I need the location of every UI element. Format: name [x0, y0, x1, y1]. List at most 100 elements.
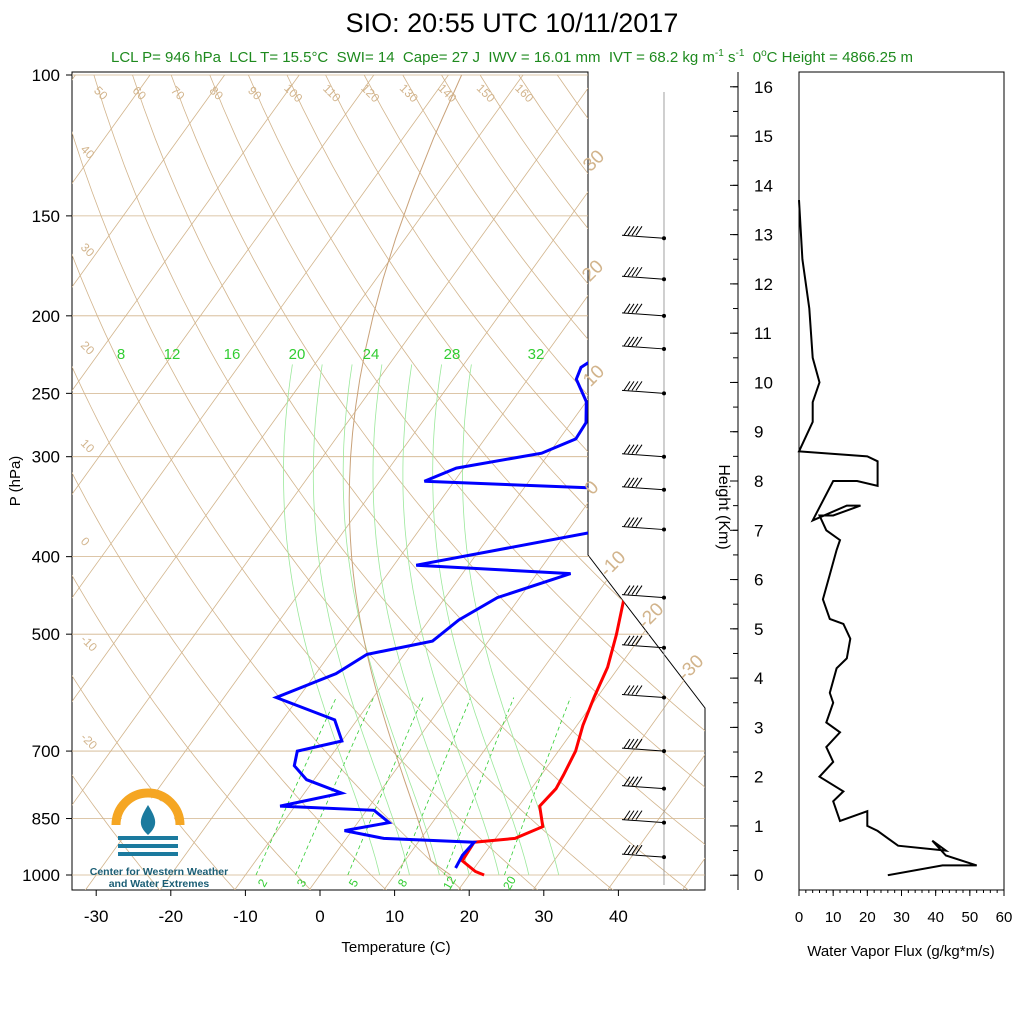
wind-barb-flag	[635, 810, 643, 820]
dry-adiabat	[170, 74, 705, 890]
wind-barb-flag	[635, 776, 643, 786]
wind-barb-flag	[635, 685, 643, 695]
y-tick-label: 850	[32, 810, 60, 829]
wind-barb-flag	[627, 517, 635, 527]
height-tick-label: 7	[754, 521, 763, 540]
dry-adiabat	[72, 74, 465, 890]
dry-adiabat	[325, 74, 705, 890]
wind-barb	[621, 234, 665, 239]
wind-barb-flag	[635, 844, 643, 855]
isotherm-line	[72, 74, 524, 890]
wind-barb-flag	[635, 635, 643, 646]
x-tick-label: 10	[385, 907, 404, 926]
moist-adiabat	[402, 364, 500, 876]
dry-adiabat	[72, 74, 540, 890]
isotherm-line	[531, 74, 705, 890]
wind-barb-flag	[635, 266, 643, 277]
isotherm-line	[72, 74, 300, 890]
height-tick-label: 12	[754, 275, 773, 294]
wind-barb	[621, 644, 665, 649]
height-tick-label: 2	[754, 768, 763, 787]
dry-adiabat	[595, 74, 705, 890]
height-tick-label: 10	[754, 373, 773, 392]
wind-barb-flag	[635, 738, 643, 749]
wind-barb-flag	[627, 635, 635, 646]
wvf-x-tick-label: 50	[961, 909, 978, 926]
wind-barb-flag	[623, 226, 631, 236]
height-tick-label: 5	[754, 620, 763, 639]
wind-barb-flag	[627, 738, 635, 749]
dry-adiabat-label: 60	[130, 83, 150, 103]
wind-barb-flag	[623, 517, 631, 527]
moist-adiabat	[283, 364, 381, 876]
height-tick-label: 11	[754, 324, 772, 343]
wind-barb-flag	[631, 303, 639, 314]
dry-adiabat-label: 140	[435, 81, 459, 105]
dry-adiabat-label: 70	[168, 83, 188, 103]
wind-barb-flag	[623, 810, 631, 820]
logo-text: Center for Western Weather and Water Ext…	[89, 866, 229, 890]
wind-barb	[621, 747, 665, 752]
y-tick-label: 150	[32, 207, 60, 226]
isotherm-line	[72, 74, 225, 890]
wvf-line	[797, 200, 978, 877]
wind-barb-flag	[635, 585, 643, 595]
wind-barb-flag	[623, 844, 631, 855]
wind-barb-flag	[631, 810, 639, 820]
y-tick-label: 250	[32, 384, 60, 403]
isotherm-line	[72, 74, 375, 890]
wind-barb	[621, 453, 665, 458]
mixing-ratio-line	[295, 697, 374, 876]
height-tick-label: 0	[754, 866, 763, 885]
wvf-frame	[798, 71, 1005, 891]
y-tick-label: 200	[32, 307, 60, 326]
isotherm-line	[232, 74, 705, 890]
mixing-ratio-label: 2	[255, 876, 271, 889]
mixing-ratio-label: 8	[395, 876, 411, 889]
isotherm-right-label: -20	[634, 599, 668, 633]
wind-barb-flag	[623, 381, 631, 391]
height-tick-label: 6	[754, 571, 763, 590]
wind-barb-flag	[627, 381, 635, 391]
wind-barb-flag	[631, 266, 639, 277]
wind-barb-flag	[627, 226, 635, 236]
mixing-ratio-line	[398, 697, 472, 876]
wind-barb	[621, 312, 665, 317]
mixing-ratio-line	[255, 697, 337, 876]
y-tick-label: 400	[32, 548, 60, 567]
isotherm-right-label: 20	[578, 256, 608, 286]
isotherm-left-label: 0	[78, 534, 93, 549]
x-tick-label: 40	[609, 907, 628, 926]
x-tick-label: 0	[315, 907, 324, 926]
height-tick-label: 3	[754, 718, 763, 737]
y-axis-title: P (hPa)	[7, 456, 24, 507]
skew-frame	[71, 71, 706, 891]
moist-adiabat-label: 16	[224, 346, 241, 363]
wind-barb-flag	[631, 635, 639, 646]
dry-adiabat-label: 130	[397, 81, 421, 105]
y-tick-label: 1000	[22, 866, 60, 885]
cw3e-logo	[111, 788, 185, 856]
wind-barb-flag	[627, 844, 635, 855]
wind-barb	[621, 694, 665, 699]
wind-barb-flag	[631, 226, 639, 236]
wind-barb	[621, 486, 665, 491]
wind-barb	[621, 275, 665, 280]
dry-adiabat	[93, 74, 692, 890]
wvf-x-axis-title: Water Vapor Flux (g/kg*m/s)	[807, 943, 995, 960]
wvf-x-tick-label: 0	[795, 909, 803, 926]
wind-barb-flag	[627, 303, 635, 314]
x-tick-label: 20	[460, 907, 479, 926]
wind-barb	[621, 594, 665, 599]
wind-barb-flag	[635, 336, 643, 347]
dry-adiabat-label: 110	[320, 81, 344, 105]
isotherm-line	[307, 74, 705, 890]
dewpoint-line	[272, 215, 674, 869]
height-tick-label: 8	[754, 472, 763, 491]
x-tick-label: -30	[84, 907, 109, 926]
dry-adiabat	[479, 74, 705, 890]
wind-barb-flag	[631, 585, 639, 595]
dry-adiabat	[72, 74, 238, 890]
height-tick-label: 9	[754, 423, 763, 442]
